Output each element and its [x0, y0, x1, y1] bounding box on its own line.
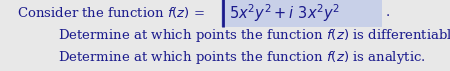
Text: Consider the function $f(z)$ =: Consider the function $f(z)$ =	[17, 5, 205, 21]
Text: Determine at which points the function $f(z)$ is differentiable.: Determine at which points the function $…	[58, 27, 450, 45]
Text: $5x^2y^2 + i\ 3x^2y^2$: $5x^2y^2 + i\ 3x^2y^2$	[229, 2, 340, 24]
Text: .: .	[386, 7, 390, 20]
Bar	[221, 0, 382, 26]
Text: Determine at which points the function $f(z)$ is analytic.: Determine at which points the function $…	[58, 49, 426, 67]
